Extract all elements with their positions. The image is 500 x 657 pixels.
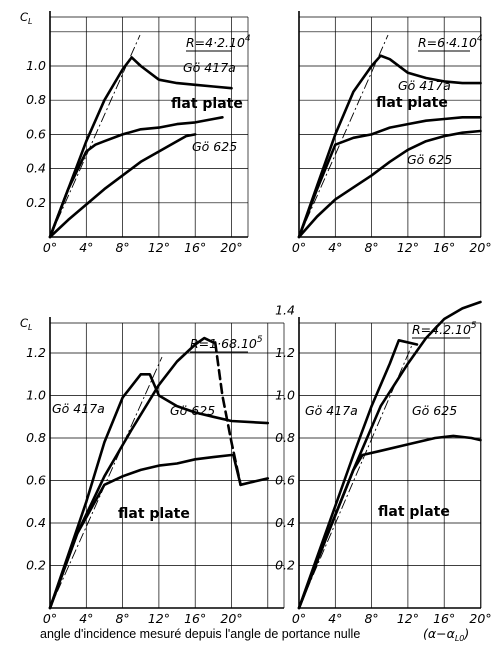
y-tick-label: 1.0	[275, 388, 295, 403]
svg-text:R=4.2.105: R=4.2.105	[412, 321, 477, 337]
grid	[50, 16, 249, 237]
x-tick-label: 8°	[115, 240, 129, 255]
y-axis-label: CL	[20, 316, 33, 332]
x-tick-label: 0°	[292, 611, 306, 626]
curve-g-625	[48, 133, 197, 239]
series-label: Gö 417a	[52, 401, 105, 416]
grid	[299, 322, 482, 608]
y-tick-label: 0.8	[26, 92, 46, 107]
x-tick-label: 20°	[220, 240, 242, 255]
y-tick-label: 1.4	[275, 303, 295, 318]
series-label: Gö 625	[170, 403, 215, 418]
y-tick-label: 0.6	[275, 473, 295, 488]
y-tick-label: 0.6	[26, 473, 46, 488]
y-tick-label: 1.2	[26, 345, 46, 360]
curve-g-625	[48, 336, 215, 610]
series-label: flat plate	[171, 96, 243, 112]
x-tick-label: 4°	[79, 611, 93, 626]
reynolds-label: R=1·68.105	[190, 335, 263, 353]
chart-panel-1: CL R=4·2.104 0° 4° 8° 12° 16° 20° 0.2 0.4 0.6 0.8…	[20, 10, 251, 255]
chart-panel-4: R=4.2.105 0° 4° 8° 12° 16° 20° 0.2 0.4 0.6 0.8 1.0…	[275, 300, 492, 626]
x-tick-label: 20°	[220, 611, 242, 626]
svg-text:(α−αL0): (α−αL0)	[423, 626, 469, 643]
x-tick-label: 12°	[148, 240, 170, 255]
y-tick-label: 0.2	[275, 558, 295, 573]
x-tick-label: 16°	[433, 611, 455, 626]
curve-flat-plate	[48, 453, 233, 610]
y-tick-label: 1.0	[26, 58, 46, 73]
reynolds-label: R=4·2.104	[186, 34, 251, 52]
y-tick-label: 0.4	[26, 161, 46, 176]
y-tick-label: 0.2	[26, 558, 46, 573]
x-tick-label: 4°	[328, 240, 342, 255]
curve-g-417a	[297, 54, 482, 239]
svg-text:R=6·4.104: R=6·4.104	[418, 34, 483, 50]
x-tick-label: 12°	[397, 611, 419, 626]
x-axis-caption: angle d'incidence mesuré depuis l'angle …	[40, 626, 469, 643]
y-tick-label: 1.2	[275, 345, 295, 360]
series-label: Gö 417a	[305, 403, 358, 418]
x-tick-label: 20°	[469, 240, 491, 255]
x-tick-label: 12°	[148, 611, 170, 626]
y-tick-label: 0.6	[26, 126, 46, 141]
curve-stall-transition	[232, 453, 242, 487]
y-tick-label: 0.4	[26, 515, 46, 530]
x-tick-label: 8°	[364, 240, 378, 255]
curve-flat-plate	[48, 116, 224, 239]
initial-slope-line	[49, 34, 141, 238]
curve-g-625	[297, 129, 482, 239]
x-tick-label: 16°	[184, 611, 206, 626]
x-tick-label: 0°	[43, 611, 57, 626]
reynolds-label: R=6·4.104	[418, 34, 483, 52]
initial-slope-line	[298, 34, 389, 238]
curve-flat-plate	[297, 434, 482, 610]
x-tick-label: 0°	[43, 240, 57, 255]
reynolds-label: R=4.2.105	[412, 321, 477, 339]
curve-stall-transition	[213, 341, 242, 487]
series-label: flat plate	[118, 506, 190, 522]
x-tick-label: 8°	[115, 611, 129, 626]
x-tick-label: 0°	[292, 240, 306, 255]
series-label: Gö 417a	[398, 78, 451, 93]
series-label: Gö 417a	[183, 60, 236, 75]
grid	[50, 322, 285, 608]
y-tick-label: 0.8	[275, 430, 295, 445]
series-label: Gö 625	[412, 403, 457, 418]
y-tick-label: 0.8	[26, 430, 46, 445]
x-tick-label: 12°	[397, 240, 419, 255]
chart-panel-3: CL R=1·68.105 0° 4° 8° 12° 16° 20° 0.2 0.4 0.6 0.…	[20, 316, 285, 626]
curve-g-417a	[48, 56, 233, 239]
chart-panel-2: R=6·4.104 0° 4° 8° 12° 16° 20° Gö 417a flat pla…	[292, 11, 492, 255]
svg-text:angle d'incidence mesuré depui: angle d'incidence mesuré depuis l'angle …	[40, 627, 360, 641]
x-tick-label: 4°	[328, 611, 342, 626]
series-label: flat plate	[378, 504, 450, 520]
curve-g-625	[297, 300, 482, 610]
y-axis-label: CL	[20, 10, 33, 26]
y-tick-label: 0.4	[275, 515, 295, 530]
y-tick-label: 0.2	[26, 195, 46, 210]
x-tick-label: 8°	[364, 611, 378, 626]
curve-g-417a	[297, 339, 419, 610]
initial-slope-line	[49, 356, 163, 609]
svg-text:R=4·2.104: R=4·2.104	[186, 34, 251, 50]
x-tick-label: 20°	[469, 611, 491, 626]
curve-g-417a	[48, 373, 270, 610]
svg-text:R=1·68.105: R=1·68.105	[190, 335, 263, 351]
series-label: Gö 625	[407, 152, 452, 167]
series-label: flat plate	[376, 95, 448, 111]
x-tick-label: 16°	[184, 240, 206, 255]
curve-flat-plate	[297, 116, 482, 239]
curve-stall-transition	[239, 477, 270, 487]
y-tick-label: 1.0	[26, 388, 46, 403]
series-label: Gö 625	[192, 139, 237, 154]
x-tick-label: 4°	[79, 240, 93, 255]
x-tick-label: 16°	[433, 240, 455, 255]
